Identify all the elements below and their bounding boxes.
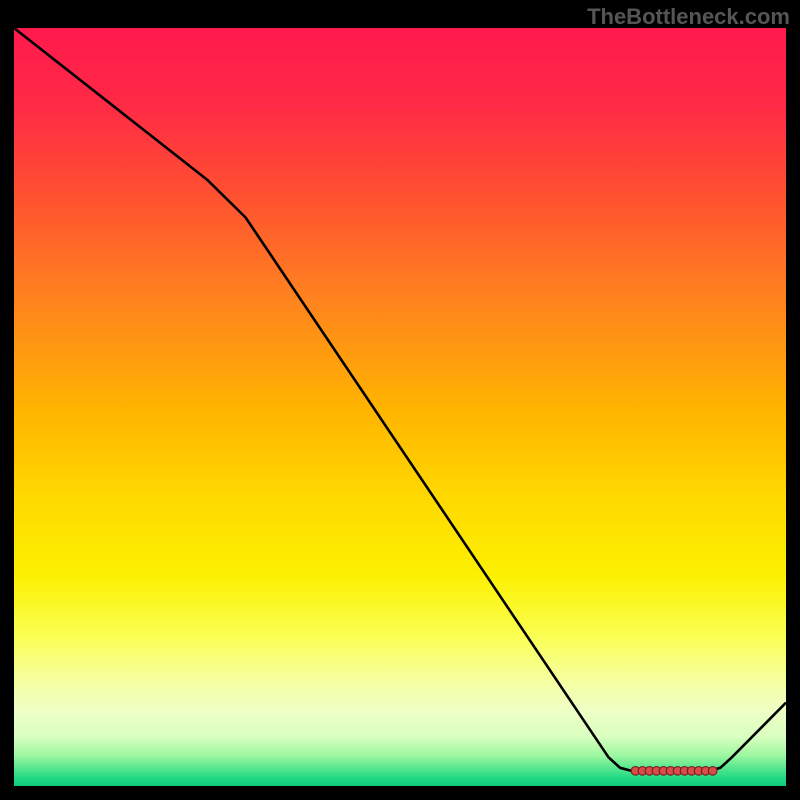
- watermark-text: TheBottleneck.com: [587, 4, 790, 30]
- marker-point: [708, 767, 717, 776]
- plot-area: [14, 28, 786, 786]
- optimal-range-markers: [631, 767, 717, 776]
- gradient-background: [14, 28, 786, 786]
- chart-container: TheBottleneck.com: [0, 0, 800, 800]
- chart-svg: [14, 28, 786, 786]
